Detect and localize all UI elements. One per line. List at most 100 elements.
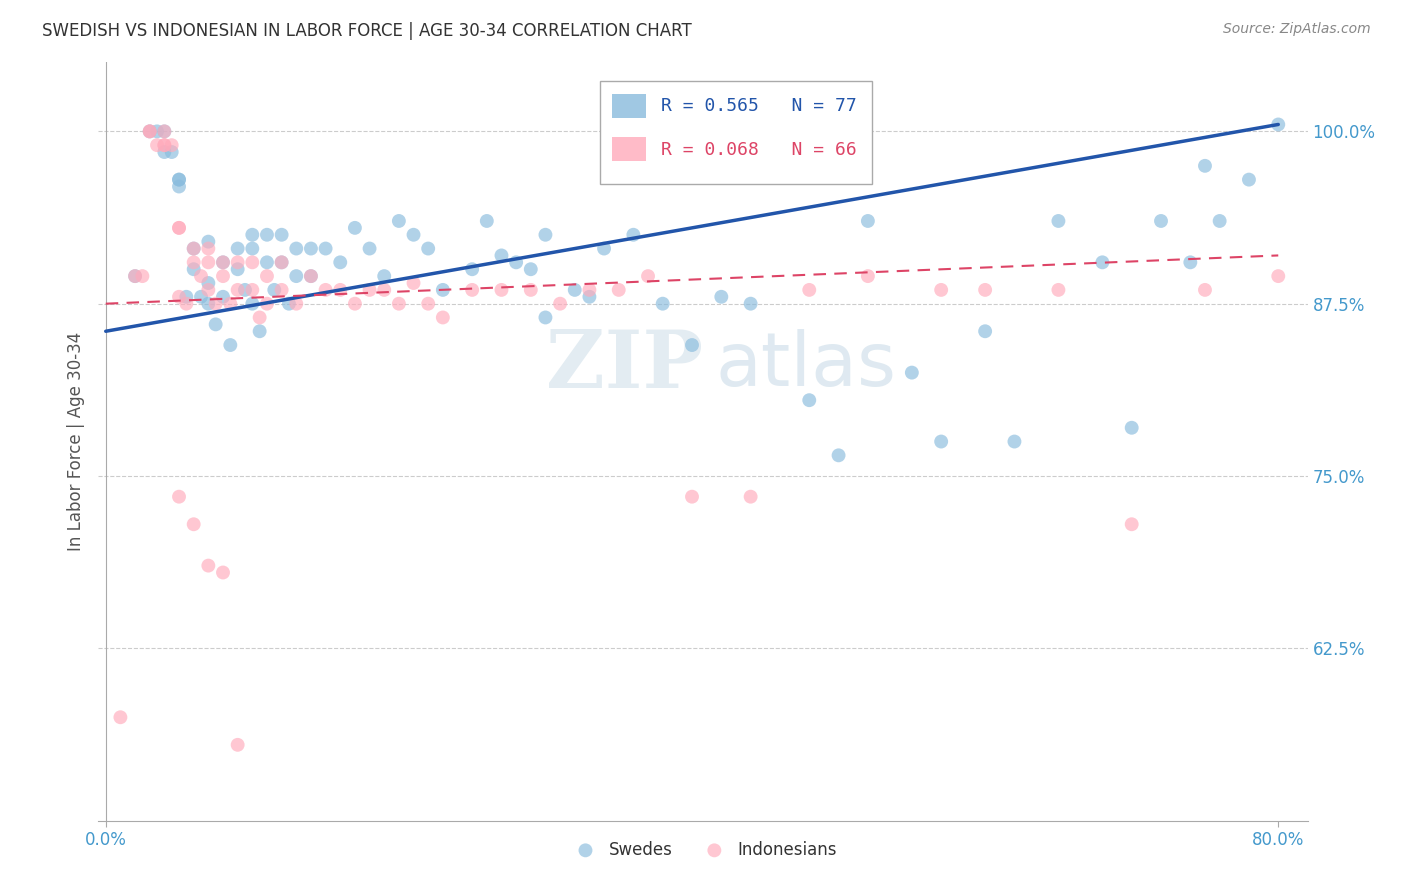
Point xyxy=(270,255,292,269)
Legend: Swedes, Indonesians: Swedes, Indonesians xyxy=(562,834,844,865)
Point xyxy=(197,235,219,249)
Point xyxy=(146,124,169,138)
Point xyxy=(197,255,219,269)
Point xyxy=(167,179,190,194)
Text: atlas: atlas xyxy=(716,329,896,402)
Point xyxy=(740,296,762,310)
Point xyxy=(710,290,733,304)
Point xyxy=(153,124,176,138)
Point xyxy=(491,248,513,262)
Point xyxy=(197,296,219,310)
Point xyxy=(270,227,292,242)
Point xyxy=(475,214,498,228)
Point xyxy=(153,124,176,138)
Text: R = 0.068   N = 66: R = 0.068 N = 66 xyxy=(661,141,856,159)
Point xyxy=(226,255,249,269)
Point xyxy=(285,269,308,284)
Point xyxy=(285,296,308,310)
Point xyxy=(1208,214,1230,228)
Point xyxy=(226,738,249,752)
Point xyxy=(461,283,484,297)
Point xyxy=(491,283,513,297)
Point xyxy=(167,490,190,504)
Point xyxy=(461,262,484,277)
Point xyxy=(651,296,673,310)
Point xyxy=(432,283,454,297)
Point xyxy=(219,338,242,352)
Point xyxy=(153,145,176,159)
Point xyxy=(160,145,183,159)
Point xyxy=(1047,283,1070,297)
Y-axis label: In Labor Force | Age 30-34: In Labor Force | Age 30-34 xyxy=(66,332,84,551)
Point xyxy=(167,172,190,186)
Point xyxy=(681,338,703,352)
Point xyxy=(212,255,235,269)
Point xyxy=(578,283,600,297)
Point xyxy=(138,124,160,138)
Point xyxy=(160,138,183,153)
Point xyxy=(240,296,263,310)
Point xyxy=(240,283,263,297)
Point xyxy=(167,220,190,235)
Point xyxy=(1267,269,1289,284)
Point xyxy=(240,242,263,256)
Point xyxy=(204,296,226,310)
Point xyxy=(204,318,226,332)
Point xyxy=(799,283,821,297)
Point xyxy=(183,262,205,277)
Point xyxy=(548,296,571,310)
Point xyxy=(256,255,278,269)
Point xyxy=(270,255,292,269)
Point xyxy=(929,434,952,449)
Point xyxy=(110,710,132,724)
Point xyxy=(388,214,411,228)
Point xyxy=(183,255,205,269)
Point xyxy=(299,269,322,284)
Point xyxy=(233,283,256,297)
Point xyxy=(329,255,352,269)
Point xyxy=(285,242,308,256)
Text: Source: ZipAtlas.com: Source: ZipAtlas.com xyxy=(1223,22,1371,37)
Point xyxy=(153,138,176,153)
Point xyxy=(212,269,235,284)
Point xyxy=(167,290,190,304)
Point xyxy=(226,242,249,256)
Point xyxy=(138,124,160,138)
Point xyxy=(226,262,249,277)
Point xyxy=(299,269,322,284)
Point xyxy=(681,490,703,504)
Point xyxy=(343,220,366,235)
Point xyxy=(520,262,543,277)
Point xyxy=(167,220,190,235)
Point xyxy=(432,310,454,325)
Point xyxy=(299,242,322,256)
Point xyxy=(929,283,952,297)
Point xyxy=(388,296,411,310)
Bar xyxy=(613,94,647,118)
Point xyxy=(329,283,352,297)
Text: R = 0.565   N = 77: R = 0.565 N = 77 xyxy=(661,97,856,115)
Point xyxy=(974,324,997,338)
Point xyxy=(183,517,205,532)
Point xyxy=(637,269,659,284)
Point xyxy=(740,490,762,504)
Point xyxy=(270,283,292,297)
Point xyxy=(402,276,425,290)
Point xyxy=(856,269,879,284)
Point xyxy=(190,290,212,304)
Point xyxy=(1267,118,1289,132)
Point xyxy=(124,269,146,284)
Point xyxy=(1004,434,1026,449)
Point xyxy=(197,276,219,290)
Point xyxy=(1237,172,1260,186)
Point xyxy=(153,138,176,153)
Point xyxy=(197,242,219,256)
Point xyxy=(359,242,381,256)
Point xyxy=(315,242,337,256)
Text: SWEDISH VS INDONESIAN IN LABOR FORCE | AGE 30-34 CORRELATION CHART: SWEDISH VS INDONESIAN IN LABOR FORCE | A… xyxy=(42,22,692,40)
Point xyxy=(315,283,337,297)
Point xyxy=(373,269,395,284)
Point xyxy=(827,448,849,462)
Point xyxy=(418,242,440,256)
Point xyxy=(534,227,557,242)
